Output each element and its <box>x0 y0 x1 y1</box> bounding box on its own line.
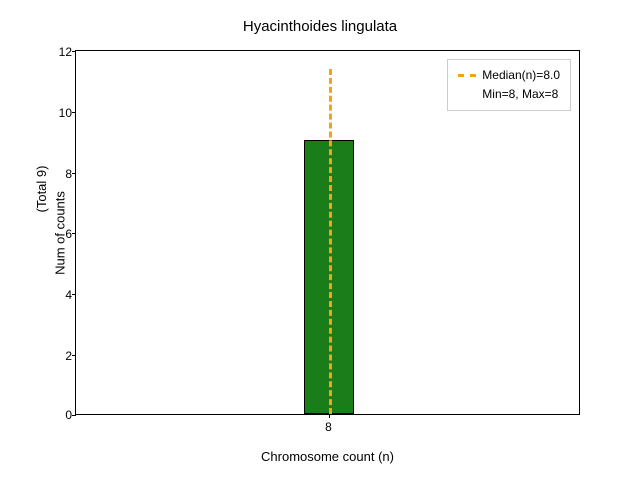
ytick-mark-2 <box>72 355 76 356</box>
ytick-label-2: 2 <box>48 349 72 363</box>
chart-container: Hyacinthoides lingulata 12 10 8 6 4 2 0 … <box>0 0 640 480</box>
ytick-mark-8 <box>72 173 76 174</box>
median-legend-swatch <box>458 74 476 77</box>
legend-entry-minmax-label: Min=8, Max=8 <box>482 85 558 104</box>
xtick-label-8: 8 <box>325 420 332 434</box>
median-line <box>329 69 332 414</box>
ytick-mark-10 <box>72 112 76 113</box>
y-axis-total-label: (Total 9) <box>34 165 49 212</box>
ytick-label-12: 12 <box>48 45 72 59</box>
legend-box: Median(n)=8.0 Min=8, Max=8 <box>447 59 571 111</box>
xtick-mark-8 <box>329 414 330 418</box>
ytick-label-10: 10 <box>48 106 72 120</box>
legend-entry-median: Median(n)=8.0 <box>458 66 560 85</box>
ytick-mark-0 <box>72 415 76 416</box>
y-axis-title: Num of counts <box>52 191 67 275</box>
ytick-mark-12 <box>72 51 76 52</box>
chart-title: Hyacinthoides lingulata <box>0 18 640 35</box>
plot-area: 12 10 8 6 4 2 0 8 Median(n)=8.0 <box>75 50 580 415</box>
ytick-label-0: 0 <box>48 408 72 422</box>
x-axis-title: Chromosome count (n) <box>76 449 579 464</box>
ytick-mark-6 <box>72 233 76 234</box>
legend-entry-minmax: Min=8, Max=8 <box>458 85 560 104</box>
ytick-label-4: 4 <box>48 288 72 302</box>
ytick-mark-4 <box>72 294 76 295</box>
legend-entry-median-label: Median(n)=8.0 <box>482 66 560 85</box>
ytick-label-8: 8 <box>48 167 72 181</box>
